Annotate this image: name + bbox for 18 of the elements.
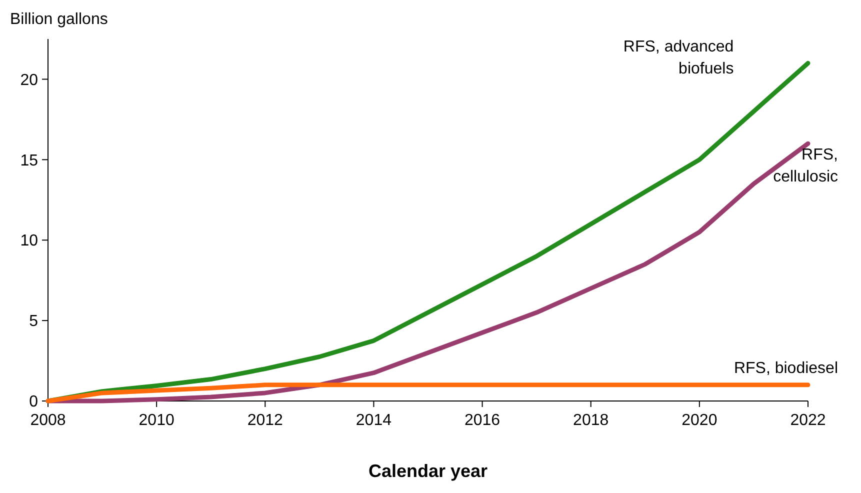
x-tick-label: 2012 [247,412,284,429]
y-tick-label: 20 [20,72,38,89]
text: RFS, advanced biofuels [623,38,734,78]
x-tick-label: 2016 [464,412,500,429]
x-tick-label: 2022 [790,412,826,429]
x-tick-label: 2020 [682,412,718,429]
x-tick-label: 2018 [573,412,609,429]
x-tick-label: 2014 [356,412,392,429]
x-tick-label: 2008 [30,412,66,429]
x-tick-label: 2010 [138,412,174,429]
x-axis-title: Calendar year [368,461,488,481]
y-tick-label: 15 [20,152,38,170]
y-tick-label: 10 [20,232,38,250]
series-label: RFS, cellulosic [773,146,838,186]
y-tick-label: 0 [29,394,38,411]
y-tick-label: 5 [29,313,38,330]
y-axis-title: Billion gallons [10,11,108,28]
series-label: RFS, biodiesel [734,360,838,377]
